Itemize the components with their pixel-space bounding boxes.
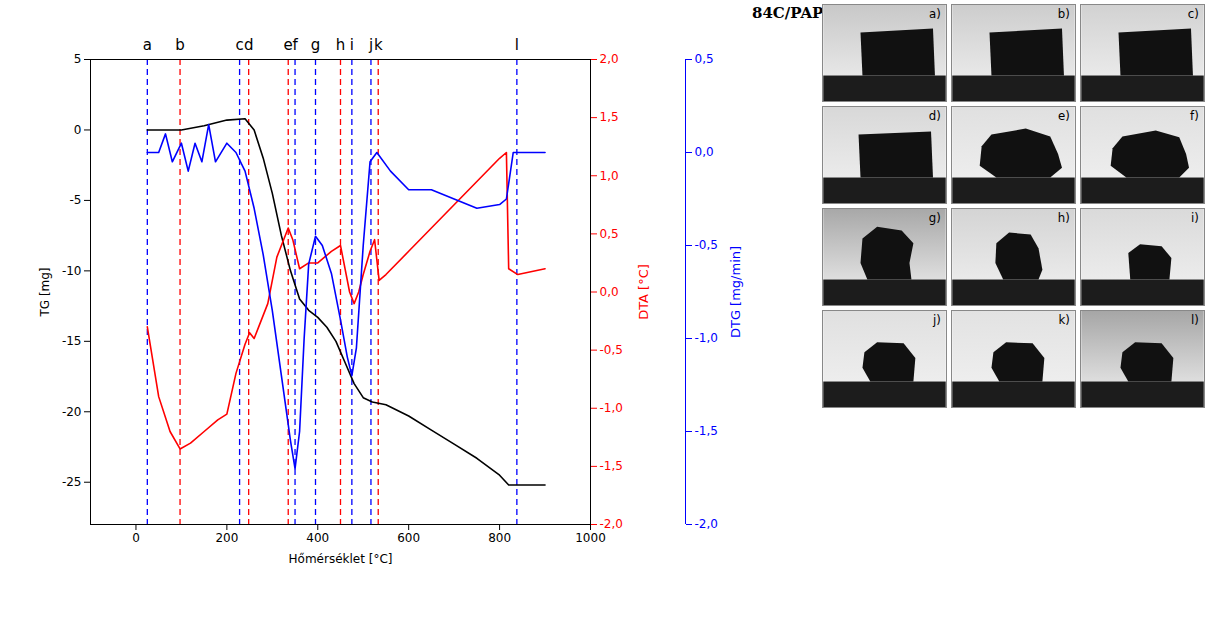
svg-text:0: 0 xyxy=(132,531,140,545)
svg-text:-2,0: -2,0 xyxy=(600,517,623,531)
svg-text:1,0: 1,0 xyxy=(600,169,619,183)
svg-text:i): i) xyxy=(1191,211,1199,225)
svg-text:-1,0: -1,0 xyxy=(695,331,718,345)
html-text:84C/PAP: 84C/PAP xyxy=(752,4,824,22)
svg-text:i: i xyxy=(350,36,354,54)
svg-text:-25: -25 xyxy=(62,475,82,489)
svg-text:0,5: 0,5 xyxy=(695,52,714,66)
svg-text:f: f xyxy=(292,36,298,54)
svg-text:-0,5: -0,5 xyxy=(600,343,623,357)
svg-text:e): e) xyxy=(1058,109,1070,123)
svg-text:800: 800 xyxy=(488,531,511,545)
svg-text:a: a xyxy=(143,36,152,54)
svg-text:c: c xyxy=(235,36,243,54)
svg-text:j): j) xyxy=(932,313,941,327)
svg-text:1000: 1000 xyxy=(575,531,606,545)
svg-text:-1,0: -1,0 xyxy=(600,401,623,415)
svg-text:k: k xyxy=(374,36,383,54)
svg-text:e: e xyxy=(283,36,293,55)
svg-text:-20: -20 xyxy=(62,405,82,419)
svg-text:Hőmérséklet [°C]: Hőmérséklet [°C] xyxy=(289,552,393,566)
svg-text:h: h xyxy=(336,36,346,54)
svg-text:d: d xyxy=(244,36,254,54)
svg-text:-2,0: -2,0 xyxy=(695,517,718,531)
svg-text:-1,5: -1,5 xyxy=(600,459,623,473)
svg-text:g): g) xyxy=(929,211,941,225)
svg-text:TG [mg]: TG [mg] xyxy=(38,267,52,317)
svg-text:-0,5: -0,5 xyxy=(695,238,718,252)
svg-text:f): f) xyxy=(1190,109,1199,123)
svg-text:-10: -10 xyxy=(62,264,82,278)
svg-text:1,5: 1,5 xyxy=(600,110,619,124)
svg-text:-1,5: -1,5 xyxy=(695,424,718,438)
svg-text:0,0: 0,0 xyxy=(695,145,714,159)
svg-text:600: 600 xyxy=(397,531,420,545)
svg-text:200: 200 xyxy=(215,531,238,545)
svg-text:l: l xyxy=(515,36,519,54)
svg-text:0,0: 0,0 xyxy=(600,285,619,299)
svg-text:0: 0 xyxy=(74,123,82,137)
svg-text:b: b xyxy=(175,36,185,54)
svg-text:d): d) xyxy=(929,109,941,123)
svg-text:0,5: 0,5 xyxy=(600,227,619,241)
svg-text:DTA [°C]: DTA [°C] xyxy=(636,264,651,320)
svg-text:g: g xyxy=(311,36,321,54)
svg-text:a): a) xyxy=(929,7,941,21)
svg-text:400: 400 xyxy=(306,531,329,545)
svg-text:-15: -15 xyxy=(62,334,82,348)
svg-text:5: 5 xyxy=(74,52,82,66)
svg-text:-5: -5 xyxy=(70,193,82,207)
svg-text:l): l) xyxy=(1191,313,1199,327)
svg-text:b): b) xyxy=(1058,7,1070,21)
svg-text:DTG [mg/min]: DTG [mg/min] xyxy=(728,246,743,338)
svg-text:c): c) xyxy=(1188,7,1199,21)
svg-text:k): k) xyxy=(1058,313,1069,327)
svg-text:j: j xyxy=(368,36,373,54)
svg-text:2,0: 2,0 xyxy=(600,52,619,66)
svg-text:h): h) xyxy=(1058,211,1070,225)
